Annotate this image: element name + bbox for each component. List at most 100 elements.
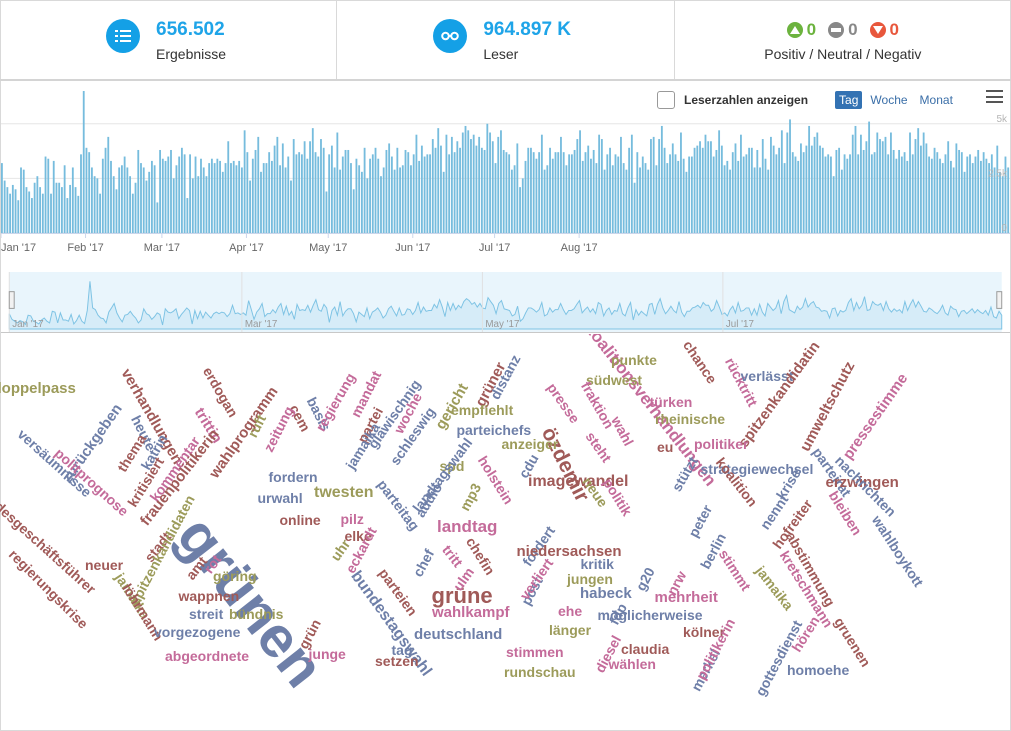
bar[interactable] (516, 143, 519, 233)
bar[interactable] (660, 125, 663, 233)
bar[interactable] (191, 178, 194, 233)
wordcloud-term[interactable]: mehrheit (654, 588, 718, 606)
bar[interactable] (1001, 176, 1004, 233)
bar[interactable] (243, 130, 246, 233)
bar[interactable] (963, 171, 966, 233)
bar[interactable] (838, 147, 841, 233)
bar[interactable] (17, 200, 20, 233)
bar[interactable] (93, 176, 96, 233)
bar[interactable] (82, 91, 85, 233)
wordcloud-term[interactable]: landtag (437, 516, 498, 536)
wordcloud-term[interactable]: chance (680, 337, 721, 387)
bar[interactable] (611, 165, 614, 233)
bar[interactable] (66, 198, 69, 233)
wordcloud-term[interactable]: junge (308, 646, 346, 662)
bar[interactable] (775, 154, 778, 233)
bar[interactable] (860, 134, 862, 233)
bar[interactable] (701, 147, 704, 233)
bar[interactable] (129, 176, 131, 233)
navigator-left-handle[interactable] (8, 291, 15, 309)
wordcloud-term[interactable]: habeck (580, 584, 632, 602)
bar[interactable] (598, 134, 601, 233)
bar[interactable] (377, 158, 380, 233)
bar[interactable] (742, 156, 745, 233)
bar[interactable] (895, 158, 898, 233)
bar[interactable] (909, 132, 911, 233)
bar[interactable] (96, 178, 99, 233)
bar[interactable] (988, 163, 991, 233)
bar[interactable] (843, 154, 846, 233)
bar[interactable] (600, 139, 603, 233)
bar[interactable] (854, 125, 857, 233)
bar[interactable] (955, 143, 958, 233)
bar[interactable] (797, 160, 800, 233)
bar[interactable] (437, 128, 440, 233)
wordcloud-term[interactable]: stimmen (506, 644, 564, 660)
bar[interactable] (423, 156, 426, 233)
bar[interactable] (652, 136, 655, 233)
wordcloud-term[interactable]: stimmt (715, 546, 755, 594)
bar[interactable] (344, 149, 347, 233)
bar[interactable] (268, 152, 271, 233)
bar[interactable] (510, 169, 513, 233)
bar[interactable] (115, 189, 118, 233)
bar[interactable] (216, 158, 219, 233)
bar[interactable] (69, 184, 72, 233)
bar[interactable] (90, 167, 93, 233)
bar[interactable] (232, 160, 235, 233)
bar[interactable] (279, 165, 281, 233)
bar[interactable] (898, 149, 901, 233)
bar[interactable] (475, 145, 478, 233)
bar[interactable] (532, 152, 535, 233)
bar[interactable] (767, 169, 770, 233)
bar[interactable] (890, 132, 892, 233)
bar[interactable] (969, 154, 971, 233)
bar[interactable] (306, 158, 309, 233)
bar[interactable] (148, 171, 151, 233)
wordcloud-term[interactable]: südwest (586, 372, 643, 388)
bar[interactable] (960, 152, 963, 233)
bar[interactable] (390, 156, 393, 233)
bar[interactable] (369, 158, 371, 233)
bar[interactable] (903, 152, 906, 233)
bar[interactable] (928, 156, 931, 233)
bar[interactable] (671, 143, 674, 233)
bar[interactable] (750, 147, 753, 233)
bar[interactable] (639, 167, 641, 233)
bar[interactable] (772, 145, 775, 233)
bar[interactable] (718, 130, 721, 233)
bar[interactable] (974, 156, 977, 233)
bar[interactable] (707, 141, 710, 233)
bar[interactable] (380, 176, 382, 233)
bar[interactable] (14, 189, 17, 233)
wordcloud-term[interactable]: kölner (683, 624, 726, 640)
bar[interactable] (352, 189, 355, 233)
bar[interactable] (210, 158, 213, 233)
bar[interactable] (434, 147, 437, 233)
bar[interactable] (862, 149, 865, 233)
bar[interactable] (911, 154, 914, 233)
wordcloud-term[interactable]: g20 (632, 564, 658, 594)
bar[interactable] (172, 178, 175, 233)
bar[interactable] (194, 156, 197, 233)
bar[interactable] (426, 154, 429, 233)
bar[interactable] (595, 163, 598, 233)
bar[interactable] (990, 154, 993, 233)
bar[interactable] (52, 160, 55, 233)
bar[interactable] (175, 165, 178, 233)
bar[interactable] (396, 147, 399, 233)
bar[interactable] (535, 158, 538, 233)
bar[interactable] (197, 176, 200, 233)
bar[interactable] (60, 187, 63, 233)
bar[interactable] (219, 160, 221, 233)
bar[interactable] (565, 165, 568, 233)
bar[interactable] (519, 187, 521, 233)
bar[interactable] (11, 184, 14, 233)
wordcloud-term[interactable]: pilz (340, 511, 364, 527)
bar[interactable] (472, 134, 475, 233)
bar[interactable] (996, 145, 999, 233)
bar[interactable] (388, 143, 391, 233)
bar[interactable] (1, 163, 3, 233)
bar[interactable] (230, 163, 232, 233)
bar[interactable] (958, 149, 961, 233)
